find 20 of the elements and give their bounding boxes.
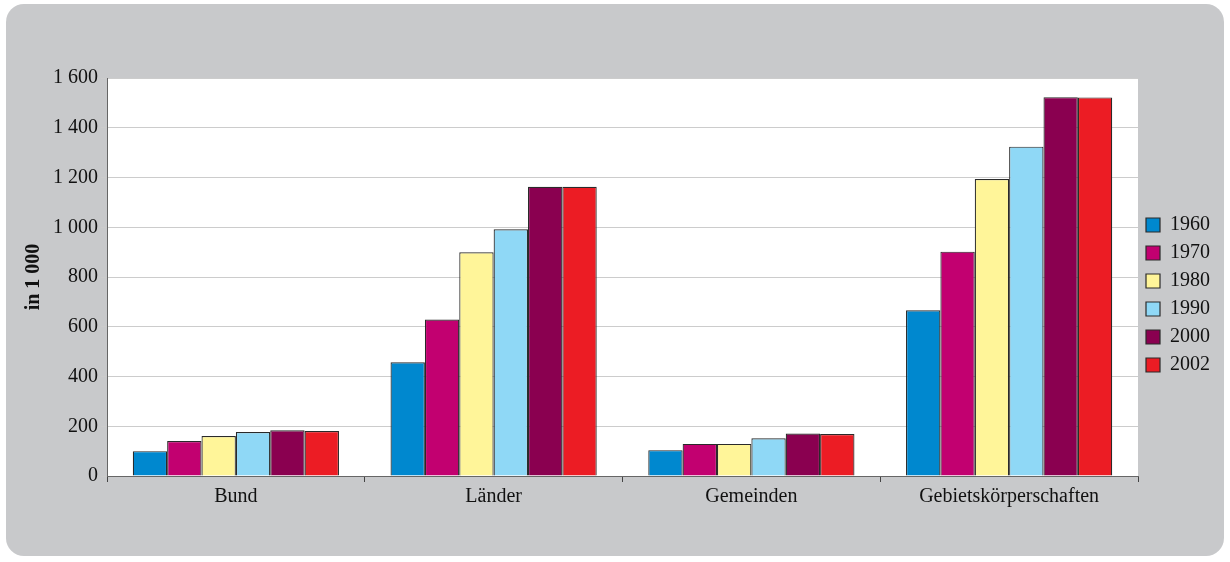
x-tick-label: Bund xyxy=(214,484,258,507)
legend-label: 2002 xyxy=(1170,352,1210,375)
y-tick-label: 400 xyxy=(68,363,98,386)
x-tick-label: Gebietskörperschaften xyxy=(919,484,1100,508)
y-tick-label: 600 xyxy=(68,314,98,336)
y-tick-label: 1 000 xyxy=(53,214,98,237)
legend-label: 1970 xyxy=(1170,240,1210,263)
y-tick-label: 1 600 xyxy=(53,65,98,88)
legend-label: 1980 xyxy=(1170,268,1210,291)
y-tick-label: 0 xyxy=(88,463,98,486)
y-axis-title: in 1 000 xyxy=(21,243,44,311)
y-tick-label: 200 xyxy=(68,413,98,436)
x-tick-label: Gemeinden xyxy=(705,484,798,507)
y-tick-label: 1 400 xyxy=(53,115,98,137)
y-tick-label: 800 xyxy=(68,264,98,287)
legend-label: 1990 xyxy=(1170,296,1210,319)
y-tick-label: 1 200 xyxy=(53,164,98,187)
legend-label: 1960 xyxy=(1170,212,1210,235)
x-tick-label: Länder xyxy=(465,484,523,507)
legend-label: 2000 xyxy=(1170,324,1210,347)
